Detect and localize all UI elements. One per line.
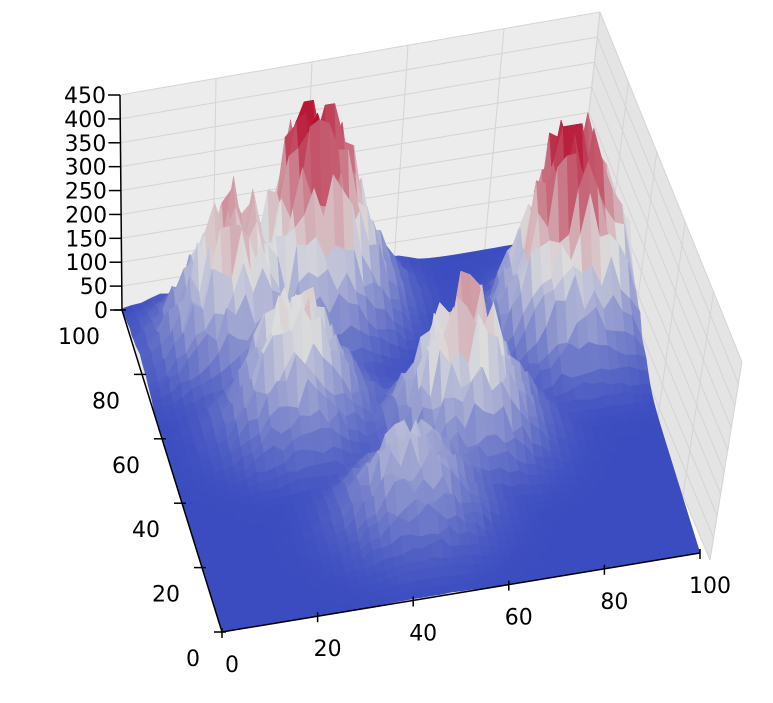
y-tick-label: 80 [92, 389, 120, 414]
x-tick-label: 60 [505, 606, 533, 631]
x-tick-label: 80 [600, 590, 628, 615]
axis-ticks: 0204060801000204060801000501001502002503… [58, 84, 731, 678]
x-tick-label: 40 [409, 621, 437, 646]
x-axis-line [221, 552, 701, 633]
z-tick-label: 300 [65, 156, 107, 181]
axes-lines [119, 94, 701, 633]
z-tick-label: 200 [65, 203, 107, 228]
x-tick-label: 0 [225, 653, 239, 678]
back-gridline-v [483, 28, 505, 253]
surface-cell [638, 369, 651, 386]
surface-cell [640, 383, 653, 395]
surface-plot [121, 99, 701, 633]
surface-cell [644, 402, 657, 412]
z-tick-label: 450 [64, 84, 106, 109]
back-gridline-v [393, 45, 409, 267]
y-tick-label: 20 [152, 583, 180, 608]
z-tick-label: 400 [64, 108, 106, 133]
z-gridline [120, 111, 729, 451]
surface-cell [642, 393, 655, 404]
z-tick-label: 150 [65, 227, 107, 252]
x-tick-label: 20 [314, 637, 342, 662]
z-gridline [120, 36, 739, 385]
z-tick-label: 50 [80, 275, 108, 300]
right-gridline-v [655, 221, 686, 432]
z-gridline [119, 11, 743, 363]
z-tick-label: 250 [65, 180, 107, 205]
z-tick-label: 350 [64, 132, 106, 157]
z-gridline [120, 86, 732, 429]
y-tick-label: 100 [58, 325, 100, 350]
right-gridline-v [682, 291, 715, 496]
right-gridline-v [709, 361, 743, 561]
y-tick-label: 60 [112, 454, 140, 479]
y-axis-line [121, 309, 223, 633]
y-tick-label: 0 [186, 647, 200, 672]
z-tick-label: 0 [94, 299, 108, 324]
z-axis-line [119, 94, 123, 311]
z-tick-label: 100 [66, 251, 108, 276]
y-tick-label: 40 [132, 518, 160, 543]
x-tick-label: 100 [689, 574, 731, 599]
z-gridline [120, 61, 736, 407]
